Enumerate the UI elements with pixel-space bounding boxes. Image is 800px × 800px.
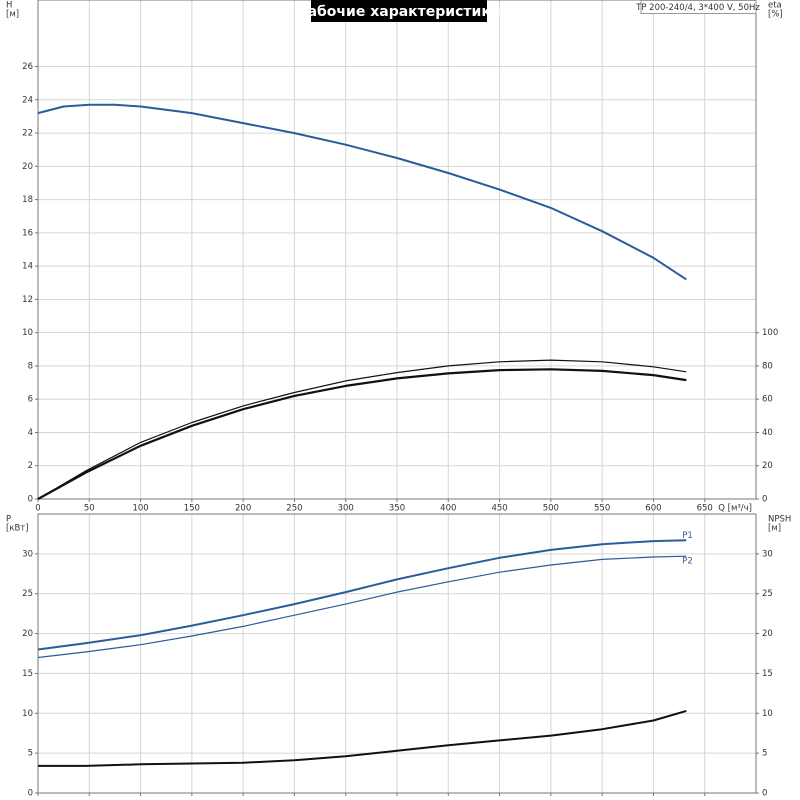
y2-tick-label: 40 — [762, 428, 773, 438]
y-tick-label: 10 — [22, 328, 33, 338]
y-tick-label: 14 — [22, 262, 33, 272]
y2-axis-label: eta — [768, 1, 782, 11]
y-tick-label: 26 — [22, 62, 33, 72]
x-tick-label: 550 — [594, 504, 610, 514]
y-tick-label: 16 — [22, 228, 33, 238]
x-tick-label: 300 — [338, 504, 354, 514]
y-tick-label: 30 — [22, 549, 33, 559]
y-tick-label: 25 — [22, 589, 33, 599]
x-tick-label: 450 — [491, 504, 507, 514]
y2-tick-label: 5 — [762, 749, 767, 759]
y-axis-label: P — [6, 515, 11, 525]
series-label: P2 — [682, 557, 693, 567]
chart-title: Рабочие характеристики — [297, 4, 500, 20]
y2-tick-label: 60 — [762, 395, 773, 405]
y-tick-label: 10 — [22, 709, 33, 719]
x-tick-label: 200 — [235, 504, 251, 514]
y-tick-label: 20 — [22, 162, 33, 172]
series-line — [37, 539, 687, 651]
x-tick-label: 150 — [184, 504, 200, 514]
y-tick-label: 12 — [22, 295, 33, 305]
x-tick-label: 600 — [645, 504, 661, 514]
y-tick-label: 24 — [22, 95, 33, 105]
y-axis-unit: [кВт] — [6, 524, 29, 534]
series-line — [37, 555, 687, 659]
y-tick-label: 18 — [22, 195, 33, 205]
y-tick-label: 22 — [22, 129, 33, 139]
y-tick-label: 0 — [28, 789, 33, 799]
y-tick-label: 20 — [22, 629, 33, 639]
y-axis-label: H — [6, 1, 12, 11]
y2-axis-unit: [%] — [768, 10, 783, 20]
x-tick-label: 500 — [543, 504, 559, 514]
y2-tick-label: 20 — [762, 629, 773, 639]
y2-tick-label: 15 — [762, 669, 773, 679]
series-line — [37, 103, 687, 281]
y-tick-label: 0 — [28, 495, 33, 505]
x-tick-label: 100 — [132, 504, 148, 514]
x-tick-label: 400 — [440, 504, 456, 514]
y-tick-label: 6 — [28, 395, 33, 405]
series-line — [37, 359, 687, 500]
annotation: TP 200-240/4, 3*400 V, 50Hz — [635, 3, 760, 13]
x-tick-label: 650 — [697, 504, 713, 514]
annotation-box — [640, 0, 757, 14]
y2-tick-label: 25 — [762, 589, 773, 599]
y2-tick-label: 30 — [762, 549, 773, 559]
y2-axis-label: NPSH — [768, 515, 791, 525]
y2-tick-label: 10 — [762, 709, 773, 719]
x-tick-label: 350 — [389, 504, 405, 514]
x-tick-label: 0 — [35, 504, 40, 514]
x-tick-label: 50 — [84, 504, 95, 514]
series-line — [37, 368, 687, 500]
y-axis-unit: [м] — [6, 10, 19, 20]
series-label: P1 — [682, 531, 693, 541]
series-line — [38, 709, 687, 767]
y-tick-label: 2 — [28, 461, 33, 471]
x-tick-label: 250 — [286, 504, 302, 514]
x-axis-label: Q [м³/ч] — [718, 504, 752, 514]
y2-tick-label: 80 — [762, 361, 773, 371]
y-tick-label: 4 — [28, 428, 33, 438]
y2-tick-label: 20 — [762, 461, 773, 471]
y2-axis-unit: [м] — [768, 524, 781, 534]
title-box — [311, 0, 487, 22]
y-tick-label: 8 — [28, 361, 33, 371]
y2-tick-label: 0 — [762, 495, 767, 505]
y-tick-label: 5 — [28, 749, 33, 759]
y2-tick-label: 0 — [762, 789, 767, 799]
y-tick-label: 15 — [22, 669, 33, 679]
y2-tick-label: 100 — [762, 328, 778, 338]
